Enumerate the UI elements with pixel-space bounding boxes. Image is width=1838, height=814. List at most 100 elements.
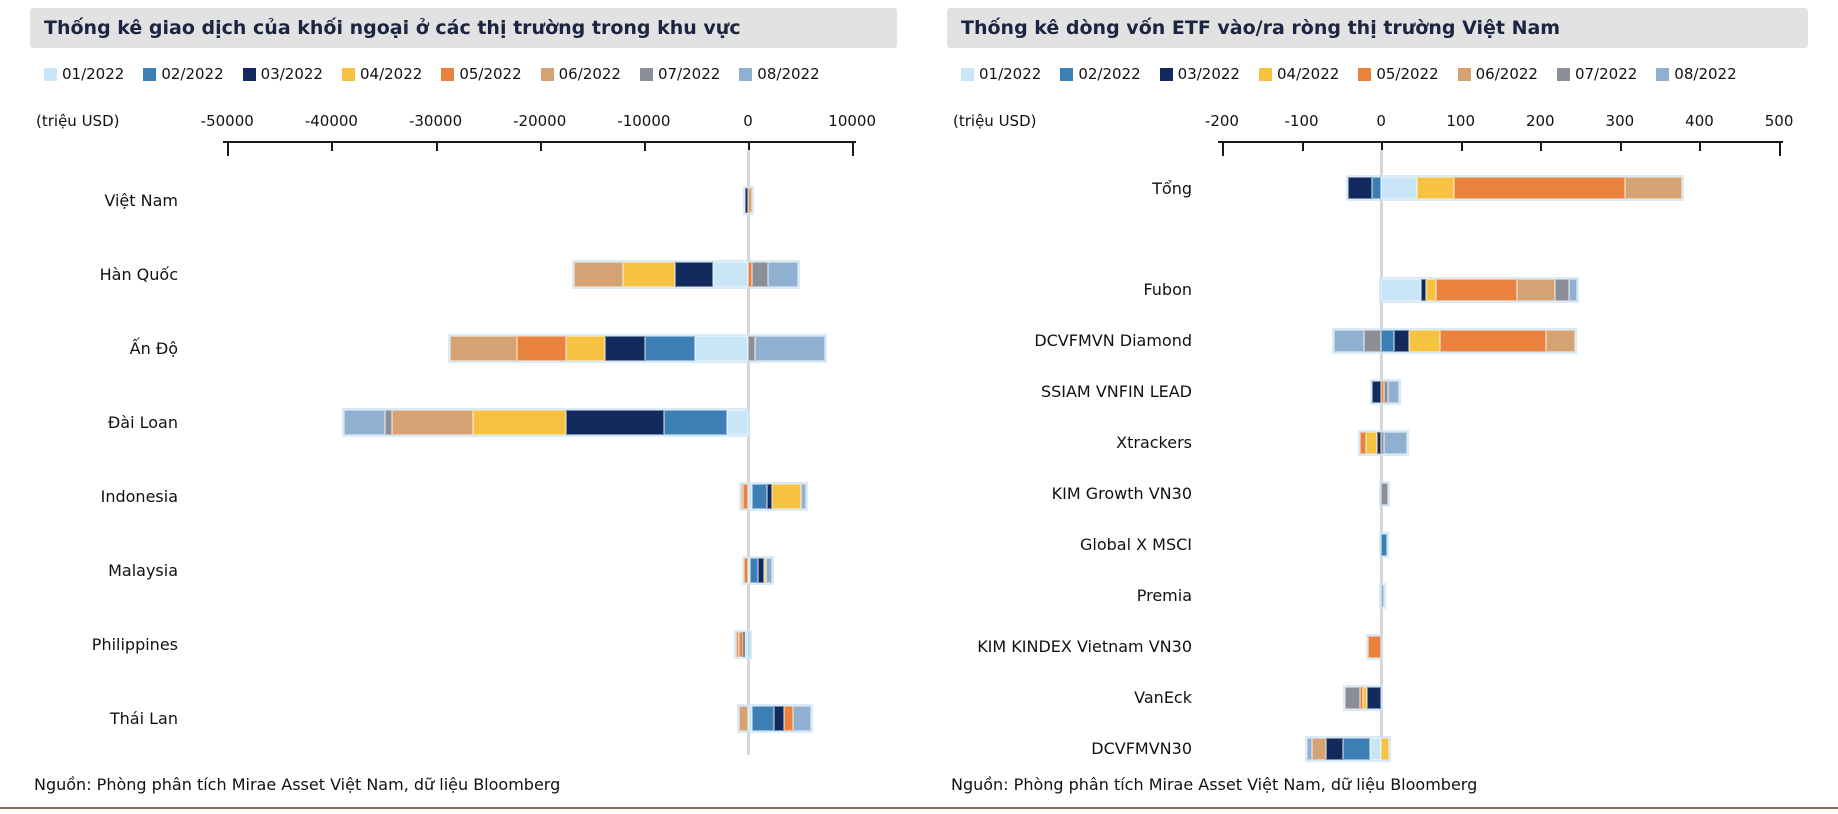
category-label: Việt Nam [104, 190, 178, 210]
legend-label: 02/2022 [1078, 65, 1141, 83]
legend-swatch-icon [1060, 67, 1074, 81]
bar-segment-06/2022 [748, 187, 753, 213]
bar-row: SSIAM VNFIN LEAD [947, 366, 1791, 417]
axis-tick-label: 500 [1764, 112, 1794, 130]
bar-segment-06/2022 [574, 261, 624, 287]
bar-segment-05/2022 [1367, 635, 1382, 658]
bar-segment-06/2022 [738, 705, 748, 731]
legend-swatch-icon [44, 67, 57, 81]
bar-segment-05/2022 [1381, 380, 1385, 403]
legend-item: 05/2022 [441, 65, 522, 83]
bar-segment-04/2022 [1408, 329, 1440, 352]
bar-segment-07/2022 [748, 335, 756, 361]
bar-segment-08/2022 [1334, 329, 1365, 352]
bar-segment-03/2022 [565, 409, 664, 435]
bar-segment-04/2022 [1425, 278, 1437, 301]
bar-row: VanEck [947, 672, 1791, 723]
category-label: Global X MSCI [1079, 535, 1192, 554]
axis-tick-label: -10000 [617, 112, 671, 130]
bar-segment-01/2022 [1369, 737, 1382, 760]
axis-tick-mark [331, 143, 334, 151]
legend-label: 02/2022 [161, 65, 224, 83]
bar-segment-03/2022 [1347, 177, 1372, 199]
zero-gridline [746, 150, 750, 755]
row-track [1210, 737, 1791, 760]
legend-swatch-icon [242, 67, 256, 81]
bar-row: Global X MSCI [947, 519, 1791, 570]
row-track [1210, 686, 1791, 709]
legend-swatch-icon [441, 67, 455, 81]
bar-row: Tổng [947, 162, 1791, 214]
legend-label: 05/2022 [1376, 65, 1439, 83]
axis-tick-label: -200 [1204, 112, 1239, 130]
legend-label: 07/2022 [657, 65, 721, 83]
chart-title-left: Thống kê giao dịch của khối ngoại ở các … [30, 8, 897, 48]
legend-item: 06/2022 [1457, 65, 1538, 83]
bar-segment-03/2022 [774, 705, 784, 731]
axis-unit-label-left: (triệu USD) [36, 112, 120, 130]
category-label: Hàn Quốc [99, 264, 178, 284]
axis-tick-mark [435, 143, 438, 151]
bar-row: KIM Growth VN30 [947, 468, 1791, 519]
axis-ruler [1217, 141, 1784, 157]
bar-segment-03/2022 [742, 631, 745, 657]
bar-segment-07/2022 [752, 261, 768, 287]
category-label: VanEck [1134, 688, 1192, 707]
bar-segment-03/2022 [605, 335, 645, 361]
bar-segment-08/2022 [767, 261, 798, 287]
bar-segment-05/2022 [748, 261, 753, 287]
legend-swatch-icon [540, 67, 554, 81]
category-label: DCVFMVN Diamond [1034, 331, 1192, 350]
axis-tick-label: -100 [1284, 112, 1319, 130]
legend-swatch-icon [639, 67, 653, 81]
bar-segment-02/2022 [1342, 737, 1370, 760]
legend-swatch-icon [1457, 67, 1471, 81]
legend-item: 01/2022 [961, 65, 1041, 83]
bar-segment-01/2022 [748, 557, 751, 583]
bar-segment-04/2022 [473, 409, 566, 435]
row-track [196, 261, 873, 287]
legend-swatch-icon [1159, 67, 1173, 81]
bar-segment-08/2022 [792, 705, 811, 731]
bar-segment-08/2022 [343, 409, 385, 435]
bar-segment-04/2022 [1381, 737, 1390, 760]
axis-tick-label: -50000 [200, 112, 254, 130]
bar-segment-07/2022 [1381, 482, 1389, 505]
bar-segment-03/2022 [766, 483, 772, 509]
row-track [1210, 533, 1791, 556]
bar-segment-08/2022 [1568, 278, 1577, 301]
category-label: Fubon [1143, 280, 1192, 299]
bar-segment-04/2022 [1416, 177, 1454, 199]
row-track [196, 409, 873, 435]
category-label: SSIAM VNFIN LEAD [1040, 382, 1192, 401]
legend-swatch-icon [1656, 67, 1670, 81]
bar-segment-02/2022 [750, 557, 759, 583]
legend-label: 05/2022 [459, 65, 522, 83]
bar-row: Hàn Quốc [30, 237, 873, 311]
bar-segment-02/2022 [1371, 177, 1382, 199]
legend-item: 08/2022 [739, 65, 820, 83]
row-track [1210, 329, 1791, 352]
row-track [196, 705, 873, 731]
legend-label: 01/2022 [979, 65, 1042, 83]
legend-item: 02/2022 [143, 65, 224, 83]
bar-segment-06/2022 [1517, 278, 1555, 301]
bar-row: Fubon [947, 264, 1791, 315]
axis-tick-label: -30000 [408, 112, 463, 130]
axis-tick-mark [1460, 143, 1463, 151]
bar-row: Việt Nam [30, 163, 873, 237]
row-track [196, 557, 873, 583]
legend-swatch-icon [1358, 67, 1372, 81]
category-label: Đài Loan [107, 412, 178, 432]
bar-segment-08/2022 [1381, 584, 1385, 607]
category-label: Malaysia [108, 560, 178, 580]
axis-tick-mark [1779, 143, 1782, 156]
category-label: DCVFMVN30 [1091, 739, 1192, 758]
legend-item: 06/2022 [540, 65, 621, 83]
bar-segment-04/2022 [1362, 686, 1367, 709]
bar-segment-06/2022 [1624, 177, 1682, 199]
legend-swatch-icon [143, 67, 157, 81]
bar-segment-07/2022 [384, 409, 392, 435]
bar-segment-05/2022 [743, 557, 748, 583]
bar-segment-03/2022 [1420, 278, 1426, 301]
